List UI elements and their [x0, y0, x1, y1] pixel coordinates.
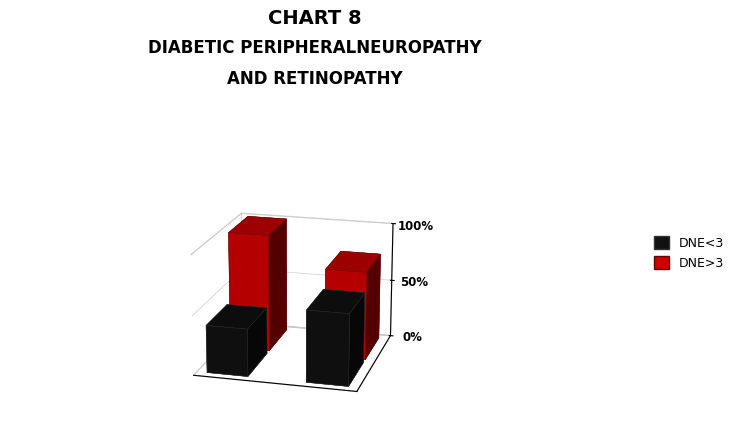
Text: CHART 8: CHART 8: [268, 9, 362, 28]
Text: AND RETINOPATHY: AND RETINOPATHY: [227, 70, 403, 88]
Text: DIABETIC PERIPHERALNEUROPATHY: DIABETIC PERIPHERALNEUROPATHY: [148, 39, 482, 57]
Legend: DNE<3, DNE>3: DNE<3, DNE>3: [649, 231, 729, 275]
